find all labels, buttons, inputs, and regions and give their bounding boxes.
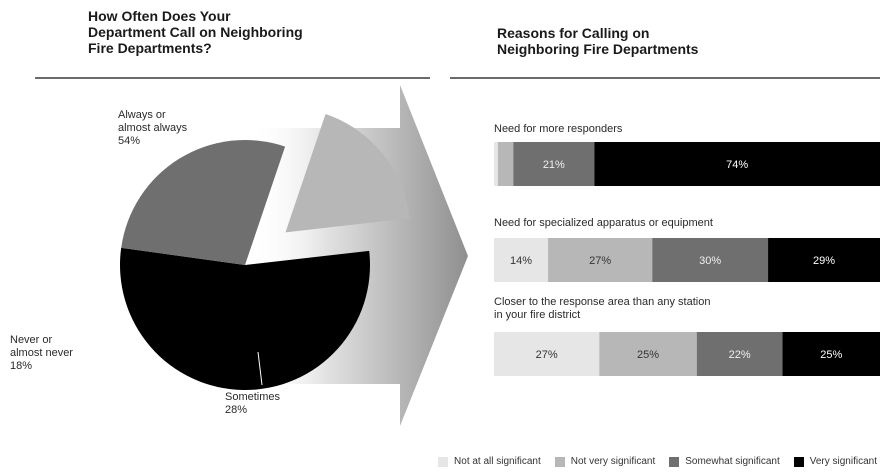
bar-segment	[696, 332, 783, 376]
legend-swatch	[554, 456, 565, 467]
bar-segment	[768, 238, 880, 282]
pie-chart-title: How Often Does Your Department Call on N…	[88, 8, 303, 56]
bar-segment	[497, 142, 514, 186]
bar-segment	[599, 332, 697, 376]
bar-segment	[494, 238, 549, 282]
bar-value-label: 74%	[726, 159, 748, 171]
bar-title-rule	[450, 77, 880, 79]
bar-value-label: 29%	[813, 255, 835, 267]
pie-title-rule	[35, 77, 430, 79]
legend-label: Somewhat significant	[685, 456, 780, 467]
bar-value-label: 27%	[589, 255, 611, 267]
bar-category-label: Need for more responders	[494, 123, 623, 135]
bar-value-label: 30%	[699, 255, 721, 267]
legend-item: Very significant	[793, 456, 877, 467]
bar-value-label: 14%	[510, 255, 532, 267]
bar-segment	[652, 238, 769, 282]
pie-slice	[121, 139, 286, 265]
bar-value-label: 25%	[820, 349, 842, 361]
legend: Not at all significant Not very significa…	[438, 456, 877, 467]
bar-value-label: 27%	[536, 349, 558, 361]
pie-slice-label: Sometimes 28%	[225, 391, 281, 416]
pie-chart	[120, 113, 410, 390]
bar-value-label: 22%	[729, 349, 751, 361]
bar-segment	[782, 332, 880, 376]
legend-swatch	[793, 456, 804, 467]
legend-label: Very significant	[809, 456, 877, 467]
legend-item: Somewhat significant	[669, 456, 780, 467]
pie-slice	[120, 247, 371, 390]
pie-slice-label: Always or almost always 54%	[118, 109, 188, 147]
bar-value-label: 25%	[637, 349, 659, 361]
bar-segment	[594, 142, 880, 186]
pie-slice	[285, 113, 410, 233]
bar-segment	[494, 142, 498, 186]
bar-segment	[548, 238, 653, 282]
legend-label: Not at all significant	[454, 456, 541, 467]
legend-swatch	[669, 456, 680, 467]
legend-label: Not very significant	[570, 456, 656, 467]
bar-segment	[513, 142, 595, 186]
pie-leader-line	[257, 351, 263, 386]
legend-item: Not very significant	[554, 456, 656, 467]
pie-labels: Always or almost always 54% Sometimes 28% Nev…	[10, 109, 281, 416]
bar-value-label: 21%	[543, 159, 565, 171]
legend-item: Not at all significant	[438, 456, 541, 467]
pie-slice-label: Never or almost never 18%	[10, 334, 73, 372]
bar-chart-title: Reasons for Calling on Neighboring Fire …	[497, 25, 699, 57]
legend-swatch	[438, 456, 449, 467]
bar-category-label: Need for specialized apparatus or equipm…	[494, 217, 713, 229]
bar-category-label: Closer to the response area than any sta…	[494, 296, 710, 321]
bar-segment	[494, 332, 600, 376]
stacked-bar-chart: Need for more responders 21% 74% Need for s…	[494, 123, 880, 376]
